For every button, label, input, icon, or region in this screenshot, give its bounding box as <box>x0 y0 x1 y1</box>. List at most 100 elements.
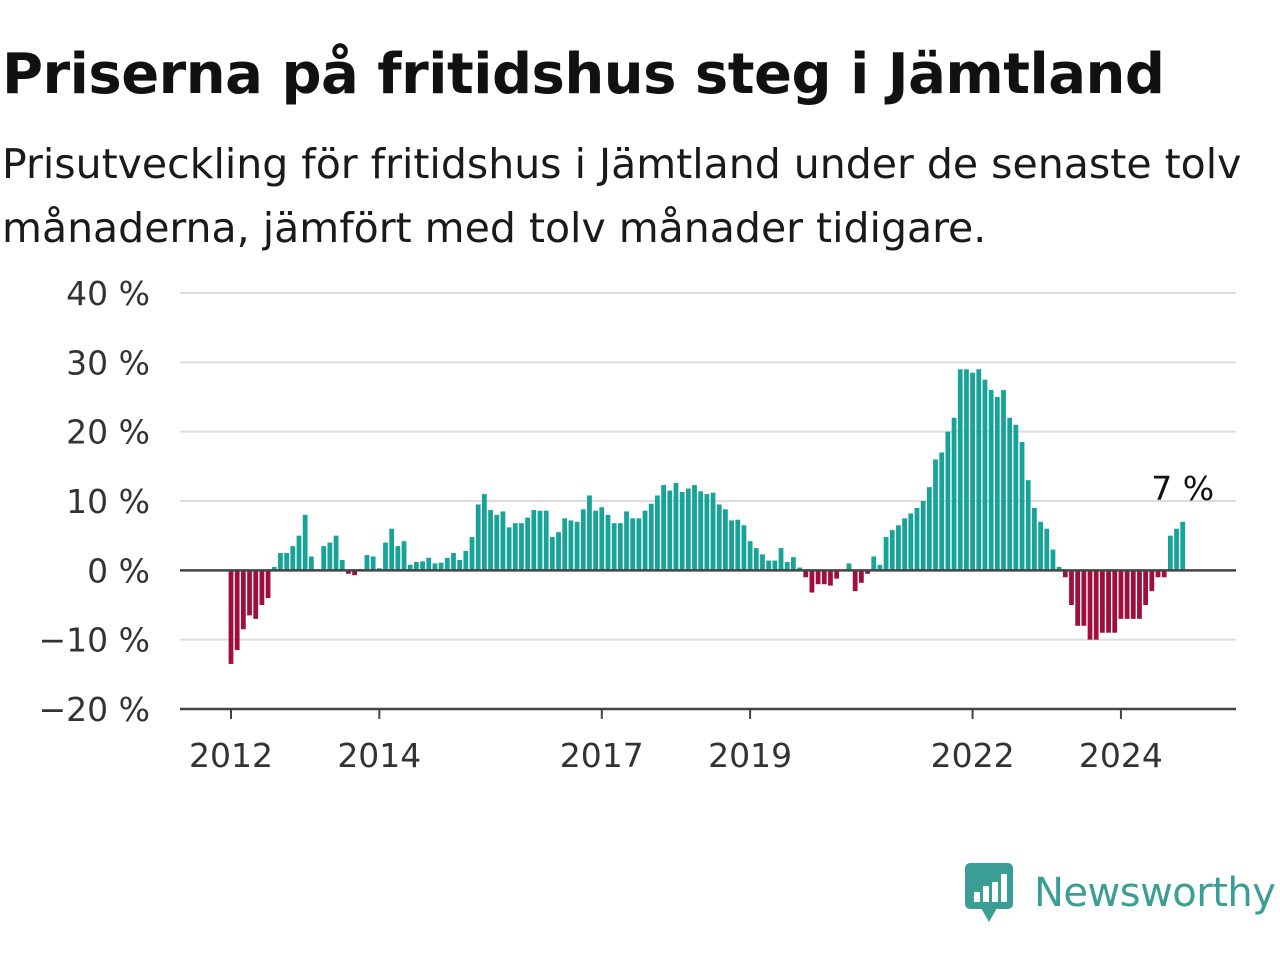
bar <box>988 390 994 571</box>
bar <box>420 561 425 571</box>
bar <box>580 509 586 571</box>
bar <box>834 570 840 579</box>
bar <box>982 379 988 571</box>
x-tick-label: 2017 <box>560 736 644 775</box>
bar <box>395 546 401 571</box>
bar <box>679 491 685 571</box>
bar <box>519 523 524 571</box>
bar <box>321 546 327 571</box>
bar <box>302 514 308 571</box>
y-tick-label: 20 % <box>66 413 150 452</box>
bar <box>1019 442 1025 571</box>
bar <box>1174 528 1179 571</box>
bar <box>265 570 271 599</box>
bar <box>648 503 654 571</box>
axes <box>180 569 1236 711</box>
bar <box>543 510 549 571</box>
bar <box>562 518 568 571</box>
bar <box>926 487 932 571</box>
bar <box>556 532 561 571</box>
bar <box>364 555 370 571</box>
bar <box>525 517 531 571</box>
brand-logo: Newsworthy <box>964 862 1276 924</box>
bar <box>481 494 487 571</box>
bar <box>1161 570 1167 578</box>
bar <box>605 514 611 571</box>
bar <box>389 528 395 571</box>
bar <box>729 520 734 571</box>
bar <box>599 507 605 571</box>
bar <box>574 521 580 571</box>
bar <box>858 570 864 583</box>
bar <box>655 495 660 571</box>
bar <box>760 554 765 571</box>
bar <box>500 511 506 571</box>
bar <box>1069 570 1074 605</box>
bar <box>278 553 283 571</box>
bar <box>766 560 772 571</box>
x-tick-label: 2024 <box>1079 736 1163 775</box>
x-tick-label: 2014 <box>337 736 421 775</box>
bar <box>1106 570 1111 633</box>
bar <box>1075 570 1081 626</box>
bar <box>964 369 969 571</box>
bar <box>1143 570 1149 605</box>
bar <box>636 518 642 571</box>
bar <box>587 495 592 571</box>
bar <box>846 563 852 571</box>
bar <box>451 553 456 571</box>
bar <box>1081 570 1087 626</box>
bar <box>290 546 296 571</box>
bar <box>970 372 975 571</box>
bar <box>271 566 277 571</box>
bar <box>457 559 463 571</box>
bar <box>352 570 357 576</box>
bar <box>1112 570 1118 633</box>
bar <box>920 501 926 571</box>
bar <box>1093 570 1099 640</box>
chart-subtitle: Prisutveckling för fritidshus i Jämtland… <box>2 140 1242 252</box>
bar <box>957 369 963 571</box>
y-tick-label: 40 % <box>66 274 150 313</box>
bar <box>630 518 636 571</box>
x-tick-label: 2012 <box>189 736 273 775</box>
bar <box>815 570 821 585</box>
bar <box>735 519 741 571</box>
y-tick-label: 10 % <box>66 482 150 521</box>
bar <box>1124 570 1130 619</box>
last-value-label: 7 % <box>1151 469 1214 508</box>
bar <box>945 431 951 571</box>
y-tick-label: 30 % <box>66 343 150 382</box>
bar <box>370 556 376 571</box>
x-axis-ticks: 2012 2014 2017 2019 2022 2024 <box>189 709 1163 775</box>
bar <box>475 504 481 571</box>
bar <box>401 541 407 571</box>
bar <box>908 513 914 571</box>
x-tick-label: 2022 <box>931 736 1015 775</box>
bar <box>914 507 920 571</box>
bar <box>531 510 537 571</box>
bar <box>1013 424 1019 571</box>
bar <box>333 535 339 571</box>
bar <box>1050 549 1056 571</box>
bar <box>346 570 351 574</box>
bar <box>994 397 1000 571</box>
y-axis-ticks: 40 % 30 % 20 % 10 % 0 % −10 % −20 % <box>39 274 151 729</box>
bar <box>797 567 802 571</box>
x-tick-label: 2019 <box>708 736 792 775</box>
bars <box>228 369 1186 664</box>
bar <box>692 485 697 571</box>
bar <box>1118 570 1124 619</box>
bar <box>790 557 796 571</box>
bar <box>549 537 555 571</box>
bar <box>778 548 784 571</box>
bar <box>1044 528 1050 571</box>
bar <box>685 488 691 571</box>
bar <box>939 452 945 571</box>
bar <box>1062 570 1068 578</box>
bar <box>1130 570 1136 619</box>
bar <box>327 542 333 571</box>
bar <box>933 459 938 571</box>
bar <box>1137 570 1142 619</box>
bar <box>1032 507 1037 571</box>
